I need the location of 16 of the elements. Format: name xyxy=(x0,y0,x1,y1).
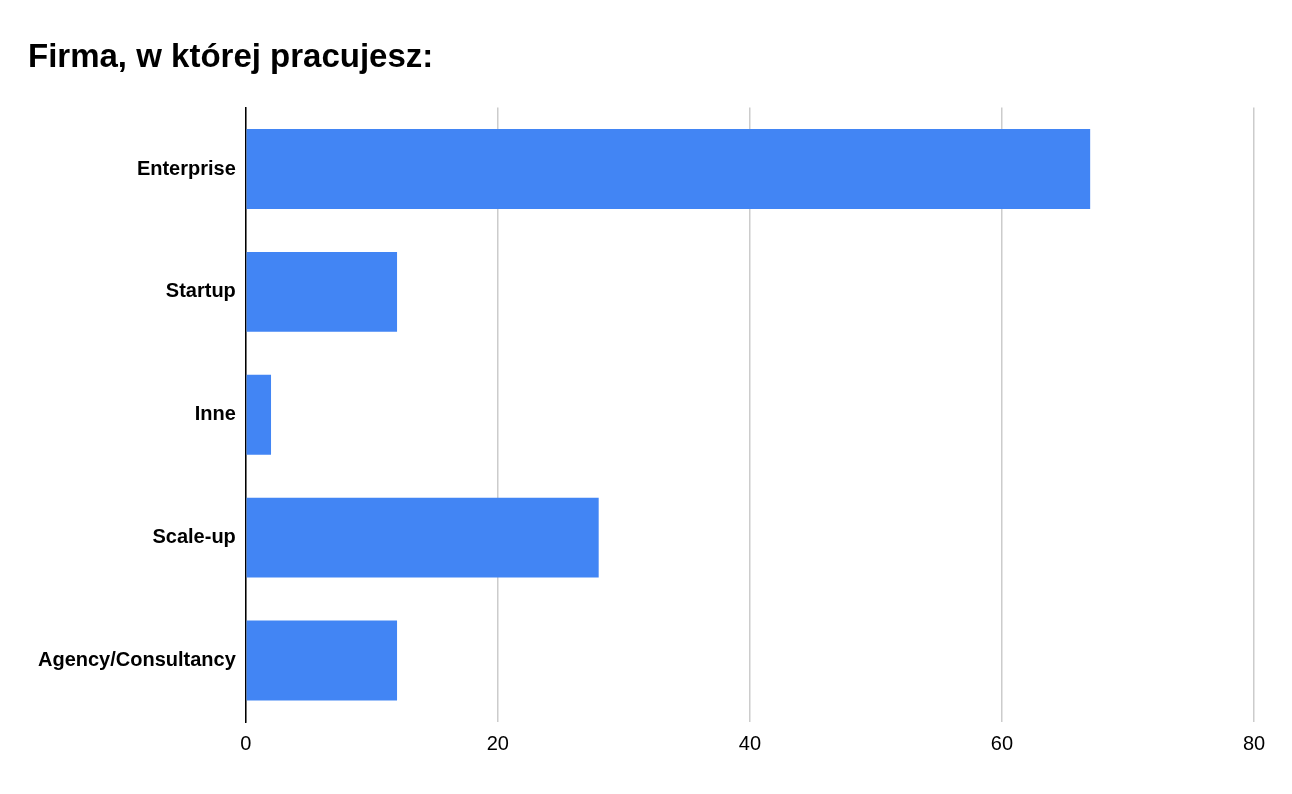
bar xyxy=(246,497,599,578)
x-tick-label: 40 xyxy=(738,731,762,754)
chart-title: Firma, w której pracujesz: xyxy=(28,36,434,74)
y-tick-label: Enterprise xyxy=(136,156,236,179)
y-tick-label: Scale-up xyxy=(152,525,236,548)
bar xyxy=(246,374,272,455)
y-tick-label: Startup xyxy=(165,279,236,302)
bar xyxy=(246,251,398,332)
x-tick-label: 20 xyxy=(486,731,509,754)
bar xyxy=(246,129,1091,209)
x-tick-label: 60 xyxy=(990,731,1014,754)
x-tick-label: 0 xyxy=(240,731,252,754)
x-tick-label: 80 xyxy=(1242,731,1266,754)
bar xyxy=(246,620,398,701)
y-tick-label: Agency/Consultancy xyxy=(37,648,237,671)
y-tick-label: Inne xyxy=(194,402,236,425)
